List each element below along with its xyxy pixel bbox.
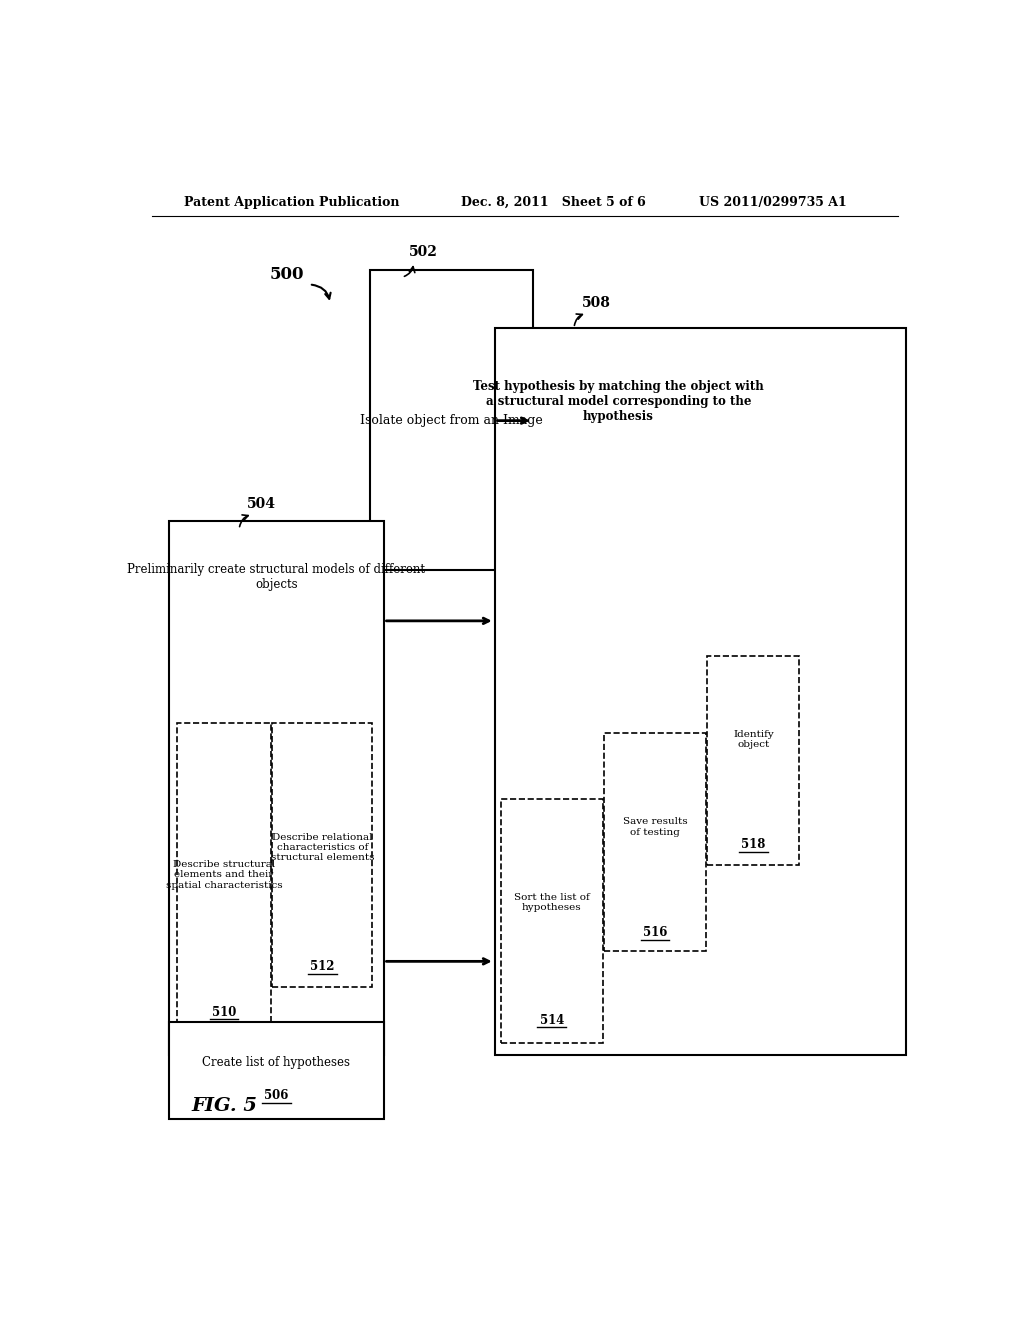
FancyBboxPatch shape: [708, 656, 799, 865]
Text: 504: 504: [247, 496, 275, 511]
Text: 512: 512: [310, 960, 335, 973]
FancyBboxPatch shape: [169, 1022, 384, 1119]
Text: 518: 518: [741, 838, 766, 851]
Text: Patent Application Publication: Patent Application Publication: [183, 195, 399, 209]
FancyBboxPatch shape: [177, 722, 270, 1043]
Text: Identify
object: Identify object: [733, 730, 774, 750]
FancyBboxPatch shape: [370, 271, 532, 570]
Text: 502: 502: [409, 246, 437, 259]
Text: Save results
of testing: Save results of testing: [623, 817, 687, 837]
Text: Sort the list of
hypotheses: Sort the list of hypotheses: [514, 892, 590, 912]
Text: Preliminarily create structural models of different
objects: Preliminarily create structural models o…: [127, 562, 425, 591]
Text: 514: 514: [540, 1014, 564, 1027]
Text: US 2011/0299735 A1: US 2011/0299735 A1: [699, 195, 847, 209]
Text: Dec. 8, 2011   Sheet 5 of 6: Dec. 8, 2011 Sheet 5 of 6: [461, 195, 646, 209]
Text: FIG. 5: FIG. 5: [191, 1097, 257, 1114]
Text: Describe relational
characteristics of
structural elements: Describe relational characteristics of s…: [270, 833, 374, 862]
FancyBboxPatch shape: [495, 329, 905, 1055]
Text: 516: 516: [643, 927, 668, 940]
Text: 500: 500: [269, 265, 304, 282]
Text: Test hypothesis by matching the object with
a structural model corresponding to : Test hypothesis by matching the object w…: [473, 380, 764, 422]
FancyBboxPatch shape: [169, 521, 384, 1055]
Text: 510: 510: [212, 1006, 237, 1019]
Text: Create list of hypotheses: Create list of hypotheses: [203, 1056, 350, 1069]
FancyBboxPatch shape: [604, 733, 706, 952]
Text: 508: 508: [582, 296, 610, 310]
FancyBboxPatch shape: [272, 722, 372, 987]
Text: Describe structural
elements and their
spatial characteristics: Describe structural elements and their s…: [166, 861, 283, 890]
Text: Isolate object from an Image: Isolate object from an Image: [360, 414, 543, 428]
FancyBboxPatch shape: [501, 799, 602, 1043]
Text: 506: 506: [264, 1089, 289, 1102]
